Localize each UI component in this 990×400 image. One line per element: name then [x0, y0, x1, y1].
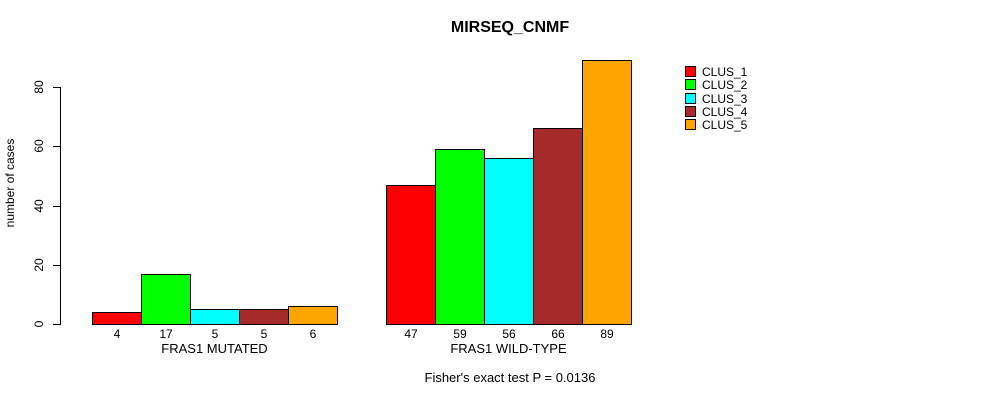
legend-swatch-clus_3	[685, 92, 696, 104]
legend-swatch-clus_4	[685, 106, 696, 118]
y-tick-label: 20	[32, 258, 46, 272]
y-tick-label: 0	[32, 320, 46, 328]
legend-swatch-clus_2	[685, 79, 696, 91]
chart-subtitle: Fisher's exact test P = 0.0136	[424, 370, 596, 385]
bar-clus_3-group1	[190, 309, 240, 325]
bar-clus_2-group1	[141, 274, 191, 325]
y-tick	[53, 206, 60, 207]
bar-value-label: 89	[600, 327, 614, 341]
chart-title: MIRSEQ_CNMF	[450, 19, 570, 36]
y-tick-label: 80	[32, 80, 46, 94]
y-tick-label: 60	[32, 139, 46, 153]
legend-swatch-clus_1	[685, 66, 696, 77]
bar-clus_5-group1	[288, 306, 338, 325]
bar-value-label: 17	[159, 327, 173, 341]
bar-clus_1-group2	[386, 185, 436, 325]
bar-value-label: 5	[260, 327, 268, 341]
bar-clus_5-group2	[582, 60, 632, 325]
bar-clus_4-group1	[239, 309, 289, 325]
y-tick-label: 40	[32, 199, 46, 213]
y-tick	[53, 146, 60, 147]
y-axis-line	[60, 87, 61, 325]
bar-value-label: 66	[551, 327, 565, 341]
bar-value-label: 5	[211, 327, 219, 341]
bar-clus_3-group2	[484, 158, 534, 325]
legend-label-clus_4: CLUS_4	[702, 105, 748, 120]
x-group-label: FRAS1 WILD-TYPE	[450, 341, 567, 356]
bar-value-label: 47	[404, 327, 418, 341]
legend-swatch-clus_5	[685, 119, 696, 131]
y-tick	[53, 324, 60, 325]
bar-clus_4-group2	[533, 128, 583, 325]
y-axis-label: number of cases	[3, 138, 17, 228]
bar-clus_2-group2	[435, 149, 485, 325]
legend-label-clus_3: CLUS_3	[702, 91, 748, 106]
y-tick	[53, 87, 60, 88]
bar-value-label: 56	[502, 327, 516, 341]
bar-value-label: 59	[453, 327, 467, 341]
y-tick	[53, 265, 60, 266]
legend-label-clus_5: CLUS_5	[702, 118, 748, 133]
legend-label-clus_1: CLUS_1	[702, 65, 748, 79]
bar-value-label: 4	[113, 327, 121, 341]
legend-label-clus_2: CLUS_2	[702, 78, 748, 93]
x-group-label: FRAS1 MUTATED	[161, 341, 268, 356]
bar-clus_1-group1	[92, 312, 142, 325]
bar-value-label: 6	[309, 327, 317, 341]
